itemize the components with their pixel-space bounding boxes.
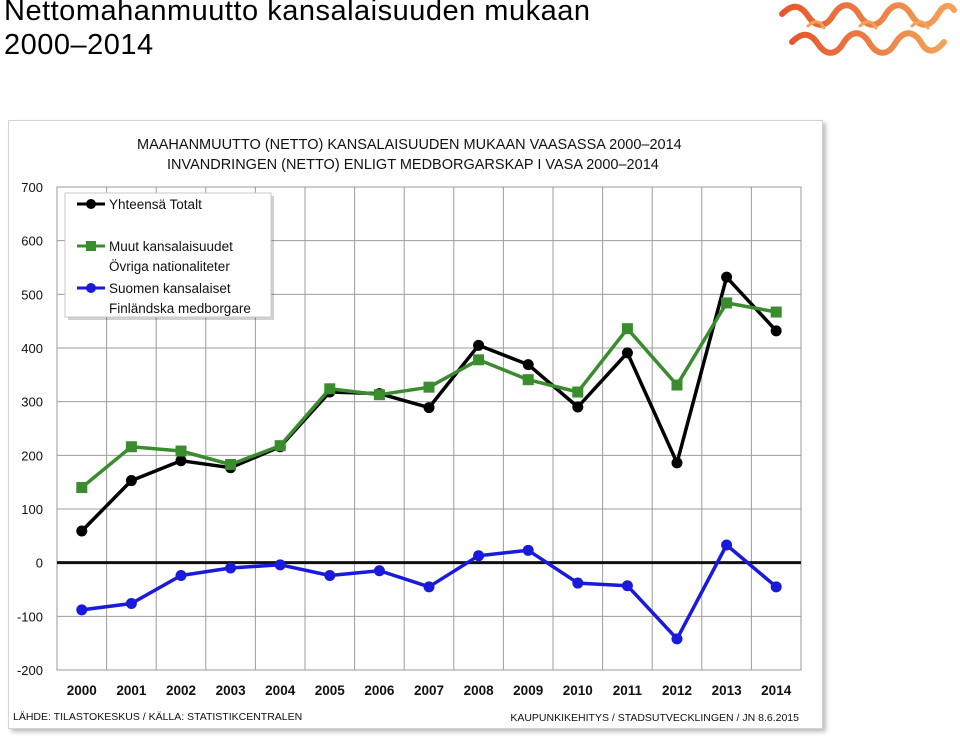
x-tick-label: 2001 [116,683,147,698]
data-point-circle [274,559,286,571]
x-tick-label: 2000 [67,683,97,698]
legend-label: Suomen kansalaiset [109,281,231,296]
data-point-circle [175,570,187,582]
legend-swatch-marker [86,241,96,251]
data-point-circle [522,544,534,556]
x-tick-label: 2010 [563,683,593,698]
data-point-circle [373,565,385,577]
data-point-square [522,374,534,386]
chart-title: MAAHANMUUTTO (NETTO) KANSALAISUUDEN MUKA… [137,137,682,153]
data-point-circle [125,597,137,609]
legend-label: Yhteensä Totalt [109,197,202,212]
data-point-circle [671,457,683,469]
legend-label: Muut kansalaisuudet [109,239,233,254]
legend-label: Övriga nationaliteter [109,259,230,274]
data-point-circle [423,581,435,593]
data-point-circle [76,604,88,616]
x-tick-label: 2003 [216,683,247,698]
slide-title-line2: 2000–2014 [4,29,154,61]
x-tick-label: 2014 [761,683,792,698]
data-point-square [473,354,485,366]
legend-label: Finländska medborgare [109,301,251,316]
data-point-circle [225,562,237,574]
y-tick-label: 700 [21,180,43,195]
x-tick-label: 2013 [712,683,743,698]
data-point-square [721,297,733,309]
data-point-circle [324,570,336,582]
source-right: KAUPUNKIKEHITYS / STADSUTVECKLINGEN / JN… [510,712,799,724]
y-tick-label: 400 [21,341,43,356]
legend-swatch-marker [86,199,96,209]
data-point-square [76,482,88,494]
data-point-square [572,386,584,398]
x-tick-label: 2004 [265,683,296,698]
slide-title-line1: Nettomahanmuutto kansalaisuuden mukaan [4,0,591,27]
source-left: LÄHDE: TILASTOKESKUS / KÄLLA: STATISTIKC… [13,711,302,723]
data-point-square [671,379,683,391]
data-point-circle [621,347,633,359]
slide-title: Nettomahanmuutto kansalaisuuden mukaan 2… [4,0,590,62]
y-tick-label: 200 [21,448,43,463]
data-point-circle [423,402,435,414]
data-point-circle [770,581,782,593]
y-tick-label: 500 [21,287,43,302]
y-tick-label: 300 [21,395,43,410]
data-point-square [621,323,633,335]
line-chart: MAAHANMUUTTO (NETTO) KANSALAISUUDEN MUKA… [13,137,802,724]
data-point-circle [721,539,733,551]
y-tick-label: 100 [21,502,43,517]
legend-swatch-marker [86,283,96,293]
data-point-square [274,440,286,452]
data-point-square [225,458,237,470]
x-tick-label: 2008 [464,683,495,698]
x-tick-label: 2002 [166,683,196,698]
data-point-square [423,381,435,393]
data-point-circle [522,359,534,371]
x-tick-label: 2011 [613,683,643,698]
y-tick-label: 600 [21,234,43,249]
data-point-circle [473,339,485,351]
x-tick-label: 2006 [364,683,395,698]
data-point-circle [621,580,633,592]
data-point-circle [572,577,584,589]
data-point-circle [125,475,137,487]
y-tick-label: -200 [17,663,43,678]
x-tick-label: 2007 [414,683,444,698]
data-point-circle [721,271,733,283]
data-point-square [373,389,385,401]
data-point-square [125,441,137,453]
legend-box [64,192,272,318]
data-point-circle [76,525,88,537]
data-point-square [175,445,187,457]
wave-logo-icon [779,2,957,56]
y-tick-label: -100 [17,609,43,624]
data-point-circle [175,455,187,467]
data-point-circle [572,401,584,413]
chart-subtitle: INVANDRINGEN (NETTO) ENLIGT MEDBORGARSKA… [167,157,659,173]
data-point-circle [473,550,485,562]
data-point-circle [770,325,782,337]
chart-panel: MAAHANMUUTTO (NETTO) KANSALAISUUDEN MUKA… [8,120,823,729]
data-point-square [324,383,336,395]
x-tick-label: 2012 [662,683,692,698]
x-tick-label: 2005 [315,683,346,698]
data-point-square [770,306,782,318]
data-point-circle [671,633,683,645]
x-tick-label: 2009 [513,683,543,698]
y-tick-label: 0 [36,556,43,571]
